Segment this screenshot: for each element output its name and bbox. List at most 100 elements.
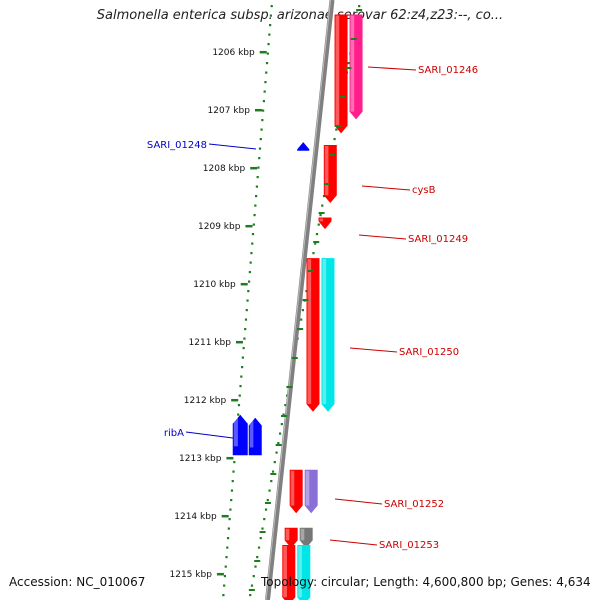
gene-label-text: cysB bbox=[412, 185, 436, 196]
ring-dot bbox=[257, 546, 261, 549]
ring-dot bbox=[263, 90, 266, 93]
scale-ticks: 1206 kbp 1207 kbp 1208 kbp 1209 kbp 1210 kbp… bbox=[170, 9, 363, 591]
ring-dot bbox=[264, 81, 267, 84]
ring-dot bbox=[284, 404, 287, 407]
backbone-line bbox=[265, 0, 335, 600]
scale-tick-label: 1206 kbp bbox=[212, 48, 255, 58]
ring-dot bbox=[333, 138, 336, 141]
label-sari_01250[interactable]: SARI_01250 bbox=[349, 347, 459, 358]
track-sari_01250[interactable] bbox=[321, 258, 335, 412]
ring-dot bbox=[270, 480, 273, 483]
ring-dot bbox=[244, 318, 248, 321]
ring-dot bbox=[240, 366, 244, 369]
ring-dot bbox=[262, 100, 265, 103]
gene-sari_01253[interactable] bbox=[284, 527, 298, 549]
ring-dot bbox=[233, 461, 236, 464]
label-sari_01248[interactable]: SARI_01248 bbox=[147, 140, 257, 151]
track-sari_01246[interactable] bbox=[349, 14, 363, 120]
ring-dot bbox=[240, 375, 243, 378]
ring-dot bbox=[252, 575, 255, 578]
ring-dot bbox=[255, 185, 258, 188]
ring-dot bbox=[238, 394, 241, 397]
gene-sari_01248[interactable] bbox=[297, 142, 310, 151]
ring-dot bbox=[249, 261, 252, 264]
ring-dot bbox=[258, 157, 261, 160]
ring-dot bbox=[268, 33, 271, 36]
ring-dot bbox=[247, 280, 251, 283]
genome-stats-text: Topology: circular; Length: 4,600,800 bp… bbox=[261, 575, 591, 589]
label-sari_01253[interactable]: SARI_01253 bbox=[329, 539, 439, 551]
ring-dot bbox=[263, 518, 266, 521]
ring-dot bbox=[271, 470, 275, 473]
ring-dot bbox=[264, 508, 268, 511]
gene-label-text: SARI_01249 bbox=[408, 234, 468, 245]
ring-dot bbox=[247, 290, 250, 293]
ring-dot bbox=[237, 404, 241, 407]
ring-dot bbox=[261, 527, 264, 530]
scale-tick-label: 1207 kbp bbox=[208, 106, 251, 116]
ring-dot bbox=[224, 565, 227, 568]
ring-dot bbox=[265, 71, 268, 74]
ring-dot bbox=[251, 242, 254, 245]
gene-cysb[interactable] bbox=[323, 145, 337, 203]
ring-dot bbox=[278, 432, 282, 435]
gene-label-text: SARI_01246 bbox=[418, 65, 478, 76]
gene-label-text: SARI_01252 bbox=[384, 499, 444, 510]
gene-sari_01249[interactable] bbox=[318, 217, 332, 230]
label-sari_01249[interactable]: SARI_01249 bbox=[358, 234, 468, 245]
ring-dot bbox=[259, 138, 262, 141]
ring-dot bbox=[248, 271, 251, 274]
ring-dot bbox=[280, 423, 283, 426]
ring-dot bbox=[256, 556, 259, 559]
ring-dot bbox=[335, 128, 338, 131]
label-cysb[interactable]: cysB bbox=[361, 185, 436, 196]
ring-dot bbox=[223, 575, 227, 578]
label-sari_01252[interactable]: SARI_01252 bbox=[334, 498, 444, 510]
scale-tick-label: 1213 kbp bbox=[179, 454, 222, 464]
ring-dot bbox=[262, 109, 265, 112]
accession-text: Accession: NC_010067 bbox=[9, 575, 146, 589]
gene-sari_01252[interactable] bbox=[289, 469, 303, 514]
gene-sari_01250[interactable] bbox=[306, 258, 320, 412]
map-title: Salmonella enterica subsp. arizonae sero… bbox=[96, 8, 504, 23]
ring-dot bbox=[273, 461, 276, 464]
scale-tick-label: 1209 kbp bbox=[198, 222, 241, 232]
ring-dot bbox=[275, 451, 278, 454]
backbone bbox=[265, 0, 335, 600]
ring-dot bbox=[231, 480, 234, 483]
track-sari_01252[interactable] bbox=[304, 469, 318, 514]
ring-dot bbox=[269, 14, 273, 17]
ring-dot bbox=[358, 5, 361, 8]
ring-dot bbox=[265, 62, 269, 65]
ring-dot bbox=[250, 584, 254, 587]
label-riba[interactable]: ribA bbox=[164, 428, 234, 439]
scale-tick-label: 1211 kbp bbox=[189, 338, 232, 348]
ring-dot bbox=[253, 214, 256, 217]
ring-dot bbox=[322, 195, 326, 198]
gene-riba-2[interactable] bbox=[248, 417, 262, 456]
label-sari_01246[interactable]: SARI_01246 bbox=[367, 65, 478, 76]
track-sari_01253[interactable] bbox=[299, 527, 313, 549]
ring-dot bbox=[250, 252, 253, 255]
ring-dot bbox=[269, 24, 272, 27]
ring-dot bbox=[270, 5, 273, 8]
ring-dot bbox=[260, 128, 263, 131]
ring-dot bbox=[257, 166, 260, 169]
ring-dot bbox=[256, 176, 259, 179]
gene-sari_01246[interactable] bbox=[334, 14, 348, 134]
ring-dot bbox=[321, 204, 324, 207]
ring-dot bbox=[232, 470, 235, 473]
ring-dot bbox=[227, 527, 230, 530]
ring-dot bbox=[319, 214, 322, 217]
gene-riba-1[interactable] bbox=[232, 414, 248, 456]
scale-tick-label: 1212 kbp bbox=[184, 396, 227, 406]
ring-dot bbox=[300, 318, 303, 321]
ring-dot bbox=[230, 489, 234, 492]
ring-dot bbox=[226, 546, 229, 549]
scale-tick-label: 1208 kbp bbox=[203, 164, 246, 174]
gene-partial-bottom[interactable] bbox=[282, 545, 296, 600]
track-partial-bottom[interactable] bbox=[297, 545, 311, 600]
ring-dot bbox=[312, 252, 315, 255]
gene-label-text: SARI_01248 bbox=[147, 140, 207, 151]
